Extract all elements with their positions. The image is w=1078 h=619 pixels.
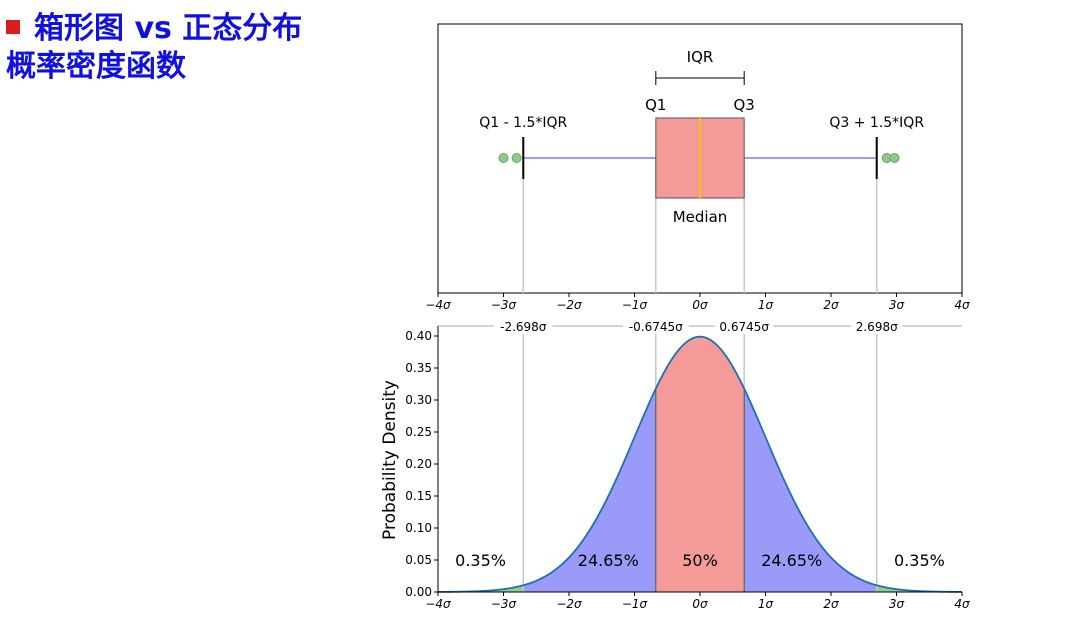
boxplot-x-tick-label: 2σ <box>823 298 839 312</box>
outlier-point <box>889 153 900 163</box>
pdf-y-tick-label: 0.40 <box>405 329 432 343</box>
pdf-x-tick-label: 1σ <box>758 597 774 611</box>
pdf-y-axis-label: Probability Density <box>380 380 400 540</box>
region-percent-label: 0.35% <box>455 551 506 570</box>
boxplot-x-tick-label: −1σ <box>622 298 648 312</box>
pdf-y-tick-label: 0.35 <box>405 361 432 375</box>
boxplot-x-tick-label: 1σ <box>758 298 774 312</box>
boxplot-x-tick-label: −3σ <box>491 298 517 312</box>
boxplot-x-tick-label: −2σ <box>556 298 582 312</box>
pdf-x-tick-label: 0σ <box>692 597 708 611</box>
sigma-boundary-label: -0.6745σ <box>629 320 683 334</box>
boxplot-x-tick-label: −4σ <box>425 298 451 312</box>
region-percent-label: 50% <box>682 551 718 570</box>
pdf-y-tick-label: 0.30 <box>405 393 432 407</box>
pdf-region <box>523 388 656 592</box>
boxplot-x-tick-label: 4σ <box>954 298 970 312</box>
pdf-x-tick-label: −1σ <box>622 597 648 611</box>
title-line-1: 箱形图 vs 正态分布 <box>6 10 302 48</box>
pdf-region <box>876 585 962 592</box>
pdf-y-tick-label: 0.00 <box>405 585 432 599</box>
iqr-label: IQR <box>687 48 714 66</box>
sigma-boundary-label: -2.698σ <box>500 320 547 334</box>
upper-fence-label: Q3 + 1.5*IQR <box>829 115 924 131</box>
sigma-label-bg <box>714 318 774 334</box>
boxplot-x-tick-label: 3σ <box>889 298 905 312</box>
slide-title: 箱形图 vs 正态分布 概率密度函数 <box>6 10 302 86</box>
lower-fence-label: Q1 - 1.5*IQR <box>479 115 567 131</box>
sigma-label-bg <box>851 318 903 334</box>
pdf-x-tick-label: −4σ <box>425 597 451 611</box>
outlier-point <box>498 153 509 163</box>
sigma-label-bg <box>623 318 689 334</box>
square-bullet-icon <box>6 19 20 34</box>
pdf-y-tick-label: 0.15 <box>405 489 432 503</box>
pdf-region <box>438 585 524 592</box>
title-line-2: 概率密度函数 <box>6 49 186 84</box>
pdf-region <box>655 336 745 592</box>
pdf-x-tick-label: 4σ <box>954 597 970 611</box>
pdf-y-tick-label: 0.25 <box>405 425 432 439</box>
normal-pdf-curve <box>437 335 963 593</box>
region-percent-label: 24.65% <box>761 551 822 570</box>
q1-label: Q1 <box>645 96 666 114</box>
sigma-boundary-label: 0.6745σ <box>719 320 769 334</box>
title-text-1: 箱形图 vs 正态分布 <box>34 11 303 46</box>
pdf-region <box>744 388 877 592</box>
pdf-y-tick-label: 0.10 <box>405 521 432 535</box>
outlier-point <box>511 153 522 163</box>
median-label: Median <box>673 208 728 226</box>
pdf-y-tick-label: 0.05 <box>405 553 432 567</box>
pdf-x-tick-label: 3σ <box>889 597 905 611</box>
region-percent-label: 24.65% <box>578 551 639 570</box>
pdf-y-tick-label: 0.20 <box>405 457 432 471</box>
pdf-x-tick-label: −2σ <box>556 597 582 611</box>
sigma-label-bg <box>494 318 553 334</box>
pdf-x-tick-label: 2σ <box>823 597 839 611</box>
boxplot-x-tick-label: 0σ <box>692 298 708 312</box>
q3-label: Q3 <box>734 96 755 114</box>
sigma-boundary-label: 2.698σ <box>856 320 898 334</box>
region-percent-label: 0.35% <box>894 551 945 570</box>
pdf-x-tick-label: −3σ <box>491 597 517 611</box>
